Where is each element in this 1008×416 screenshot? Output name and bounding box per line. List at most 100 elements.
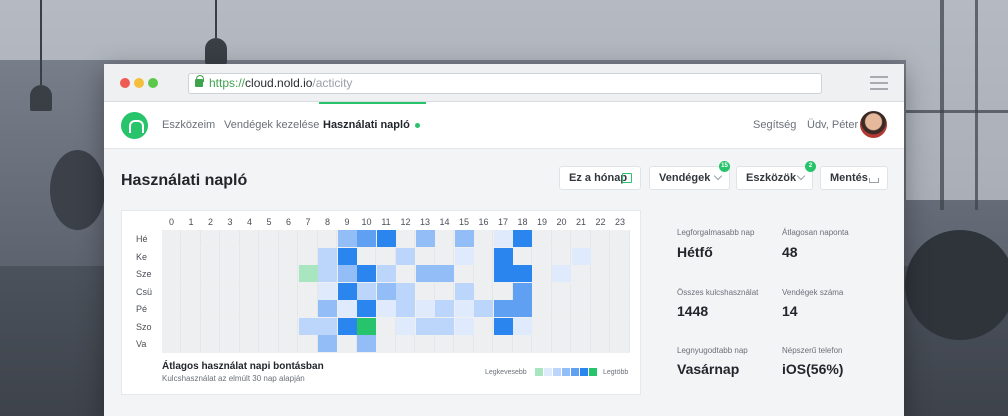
heatmap-cell[interactable] — [415, 230, 435, 247]
help-link[interactable]: Segítség — [753, 119, 797, 131]
heatmap-cell[interactable] — [240, 247, 259, 265]
heatmap-cell[interactable] — [454, 335, 474, 352]
heatmap-cell[interactable] — [240, 300, 259, 317]
heatmap-cell[interactable] — [220, 282, 240, 300]
heatmap-cell[interactable] — [415, 282, 435, 300]
heatmap-cell[interactable] — [318, 300, 337, 317]
heatmap-cell[interactable] — [415, 335, 435, 352]
heatmap-cell[interactable] — [435, 335, 454, 352]
heatmap-cell[interactable] — [259, 317, 279, 335]
heatmap-cell[interactable] — [298, 282, 318, 300]
heatmap-cell[interactable] — [493, 282, 513, 300]
heatmap-cell[interactable] — [415, 317, 435, 335]
heatmap-cell[interactable] — [357, 247, 376, 265]
heatmap-cell[interactable] — [181, 247, 201, 265]
heatmap-cell[interactable] — [298, 335, 318, 352]
heatmap-cell[interactable] — [259, 282, 279, 300]
heatmap-cell[interactable] — [454, 317, 474, 335]
heatmap-cell[interactable] — [376, 265, 396, 282]
heatmap-cell[interactable] — [513, 335, 532, 352]
heatmap-cell[interactable] — [376, 282, 396, 300]
minimize-window-button[interactable] — [134, 78, 144, 88]
devices-filter-button[interactable]: Eszközök 2 — [736, 161, 816, 190]
heatmap-cell[interactable] — [571, 230, 591, 247]
heatmap-cell[interactable] — [376, 300, 396, 317]
heatmap-cell[interactable] — [181, 230, 201, 247]
heatmap-cell[interactable] — [259, 265, 279, 282]
heatmap-cell[interactable] — [591, 265, 610, 282]
heatmap-cell[interactable] — [181, 300, 201, 317]
heatmap-cell[interactable] — [279, 230, 298, 247]
heatmap-cell[interactable] — [240, 335, 259, 352]
heatmap-cell[interactable] — [610, 317, 630, 335]
heatmap-cell[interactable] — [337, 317, 357, 335]
heatmap-cell[interactable] — [279, 317, 298, 335]
heatmap-cell[interactable] — [162, 300, 181, 317]
heatmap-cell[interactable] — [162, 230, 181, 247]
heatmap-cell[interactable] — [591, 282, 610, 300]
maximize-window-button[interactable] — [148, 78, 158, 88]
heatmap-cell[interactable] — [337, 230, 357, 247]
heatmap-cell[interactable] — [376, 335, 396, 352]
heatmap-cell[interactable] — [357, 282, 376, 300]
heatmap-cell[interactable] — [162, 317, 181, 335]
heatmap-cell[interactable] — [435, 247, 454, 265]
heatmap-cell[interactable] — [201, 230, 220, 247]
heatmap-cell[interactable] — [552, 230, 571, 247]
nav-usage-log[interactable]: Használati napló — [319, 102, 426, 149]
heatmap-cell[interactable] — [357, 265, 376, 282]
heatmap-cell[interactable] — [415, 300, 435, 317]
heatmap-cell[interactable] — [571, 247, 591, 265]
heatmap-cell[interactable] — [259, 300, 279, 317]
heatmap-cell[interactable] — [162, 335, 181, 352]
heatmap-cell[interactable] — [181, 265, 201, 282]
heatmap-cell[interactable] — [493, 265, 513, 282]
heatmap-cell[interactable] — [571, 282, 591, 300]
heatmap-cell[interactable] — [298, 230, 318, 247]
heatmap-cell[interactable] — [610, 230, 630, 247]
heatmap-cell[interactable] — [259, 335, 279, 352]
heatmap-cell[interactable] — [162, 247, 181, 265]
heatmap-cell[interactable] — [552, 335, 571, 352]
heatmap-cell[interactable] — [318, 282, 337, 300]
heatmap-cell[interactable] — [532, 282, 552, 300]
heatmap-cell[interactable] — [220, 317, 240, 335]
heatmap-cell[interactable] — [376, 247, 396, 265]
heatmap-cell[interactable] — [181, 317, 201, 335]
heatmap-cell[interactable] — [318, 230, 337, 247]
heatmap-cell[interactable] — [220, 265, 240, 282]
heatmap-cell[interactable] — [513, 230, 532, 247]
avatar[interactable] — [860, 111, 887, 138]
save-button[interactable]: Mentés — [820, 166, 888, 190]
heatmap-cell[interactable] — [318, 265, 337, 282]
heatmap-cell[interactable] — [474, 230, 493, 247]
heatmap-cell[interactable] — [220, 300, 240, 317]
guests-filter-button[interactable]: Vendégek 15 — [649, 161, 730, 190]
heatmap-cell[interactable] — [279, 335, 298, 352]
heatmap-cell[interactable] — [513, 317, 532, 335]
heatmap-cell[interactable] — [181, 335, 201, 352]
heatmap-cell[interactable] — [357, 317, 376, 335]
heatmap-cell[interactable] — [552, 300, 571, 317]
heatmap-cell[interactable] — [591, 335, 610, 352]
heatmap-cell[interactable] — [337, 282, 357, 300]
heatmap-cell[interactable] — [493, 247, 513, 265]
address-bar[interactable]: https://cloud.nold.io/acticity — [188, 73, 822, 94]
heatmap-cell[interactable] — [435, 265, 454, 282]
heatmap-cell[interactable] — [279, 247, 298, 265]
close-window-button[interactable] — [120, 78, 130, 88]
heatmap-cell[interactable] — [552, 265, 571, 282]
heatmap-cell[interactable] — [532, 230, 552, 247]
heatmap-cell[interactable] — [532, 247, 552, 265]
heatmap-cell[interactable] — [298, 265, 318, 282]
heatmap-cell[interactable] — [162, 282, 181, 300]
heatmap-cell[interactable] — [396, 247, 415, 265]
heatmap-cell[interactable] — [337, 265, 357, 282]
heatmap-cell[interactable] — [396, 317, 415, 335]
heatmap-cell[interactable] — [493, 335, 513, 352]
heatmap-cell[interactable] — [435, 300, 454, 317]
heatmap-cell[interactable] — [337, 247, 357, 265]
heatmap-cell[interactable] — [318, 247, 337, 265]
heatmap-cell[interactable] — [396, 265, 415, 282]
nold-logo-icon[interactable] — [121, 112, 148, 139]
